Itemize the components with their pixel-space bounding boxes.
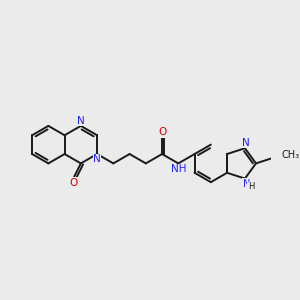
Text: N: N — [242, 138, 250, 148]
Text: O: O — [70, 178, 78, 188]
Text: CH₃: CH₃ — [281, 151, 299, 160]
Text: H: H — [248, 182, 254, 191]
Text: O: O — [158, 127, 167, 137]
Text: N: N — [243, 179, 250, 189]
Text: NH: NH — [171, 164, 187, 174]
Text: N: N — [77, 116, 85, 125]
Text: N: N — [93, 154, 101, 164]
